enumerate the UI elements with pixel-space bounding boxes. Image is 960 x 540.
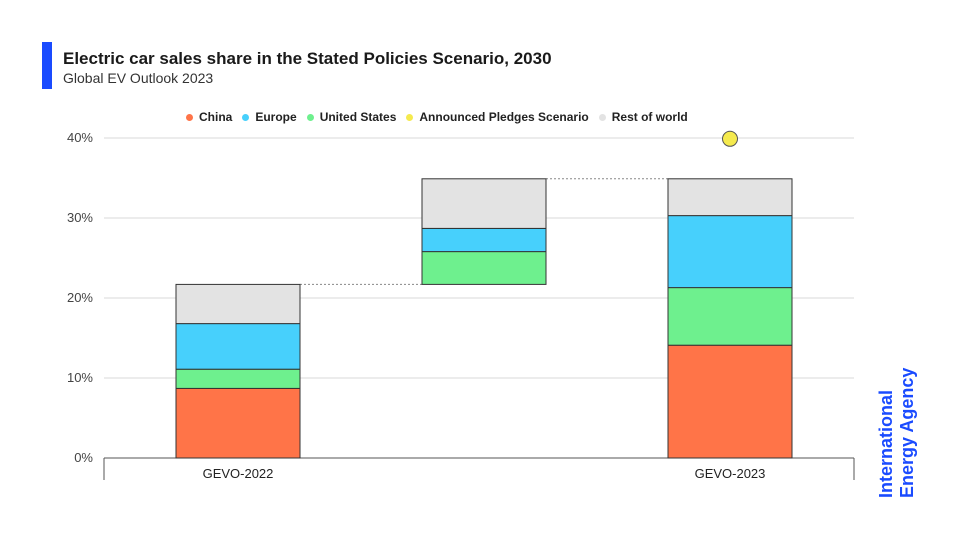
bar-0-segment-rest-of-world xyxy=(175,283,301,325)
legend-marker-united-states xyxy=(306,113,314,121)
legend-marker-announced-pledges-scenario xyxy=(406,113,414,121)
point-announced-pledges-scenario xyxy=(722,130,738,147)
chart-title: Electric car sales share in the Stated P… xyxy=(63,49,552,68)
bar-2-segment-europe xyxy=(667,215,793,289)
y-tick-label-40: 40% xyxy=(67,130,93,145)
brand-line-1: International xyxy=(876,389,896,498)
title-accent-bar xyxy=(42,42,52,89)
x-tick-label-gevo-2023: GEVO-2023 xyxy=(695,466,766,481)
bar-0-segment-united-states xyxy=(175,368,301,389)
bar-1-segment-rest-of-world xyxy=(421,178,547,229)
iea-logo: International Energy Agency xyxy=(876,368,918,498)
legend-marker-china xyxy=(186,113,193,121)
bar-2-segment-china xyxy=(667,344,793,459)
bar-1-segment-europe xyxy=(421,227,547,253)
bar-2-segment-rest-of-world xyxy=(667,178,793,217)
y-tick-label-20: 20% xyxy=(67,290,93,305)
y-tick-label-10: 10% xyxy=(67,370,93,385)
x-tick-label-gevo-2022: GEVO-2022 xyxy=(203,466,274,481)
legend-item-rest-of-world: Rest of world xyxy=(598,110,688,124)
bar-2-segment-united-states xyxy=(667,287,793,346)
legend-label-announced-pledges-scenario: Announced Pledges Scenario xyxy=(419,110,589,124)
legend-label-europe: Europe xyxy=(255,110,297,124)
bar-1-segment-united-states xyxy=(421,251,547,285)
legend-marker-rest-of-world xyxy=(598,113,606,121)
bar-0-segment-china xyxy=(175,387,301,459)
y-tick-label-30: 30% xyxy=(67,210,93,225)
brand-line-2: Energy Agency xyxy=(897,367,917,498)
legend-label-rest-of-world: Rest of world xyxy=(611,110,688,124)
legend-label-united-states: United States xyxy=(319,110,397,124)
y-tick-label-0: 0% xyxy=(74,450,93,465)
chart-subtitle: Global EV Outlook 2023 xyxy=(63,70,214,86)
bar-0-segment-europe xyxy=(175,323,301,370)
legend-label-china: China xyxy=(199,110,233,124)
legend-item-europe: Europe xyxy=(242,110,297,124)
legend-marker-europe xyxy=(242,113,250,121)
legend-item-united-states: United States xyxy=(306,110,397,124)
legend-item-china: China xyxy=(186,110,232,124)
legend: China Europe United States Announced Pledge… xyxy=(186,110,688,124)
legend-item-announced-pledges-scenario: Announced Pledges Scenario xyxy=(406,110,589,124)
